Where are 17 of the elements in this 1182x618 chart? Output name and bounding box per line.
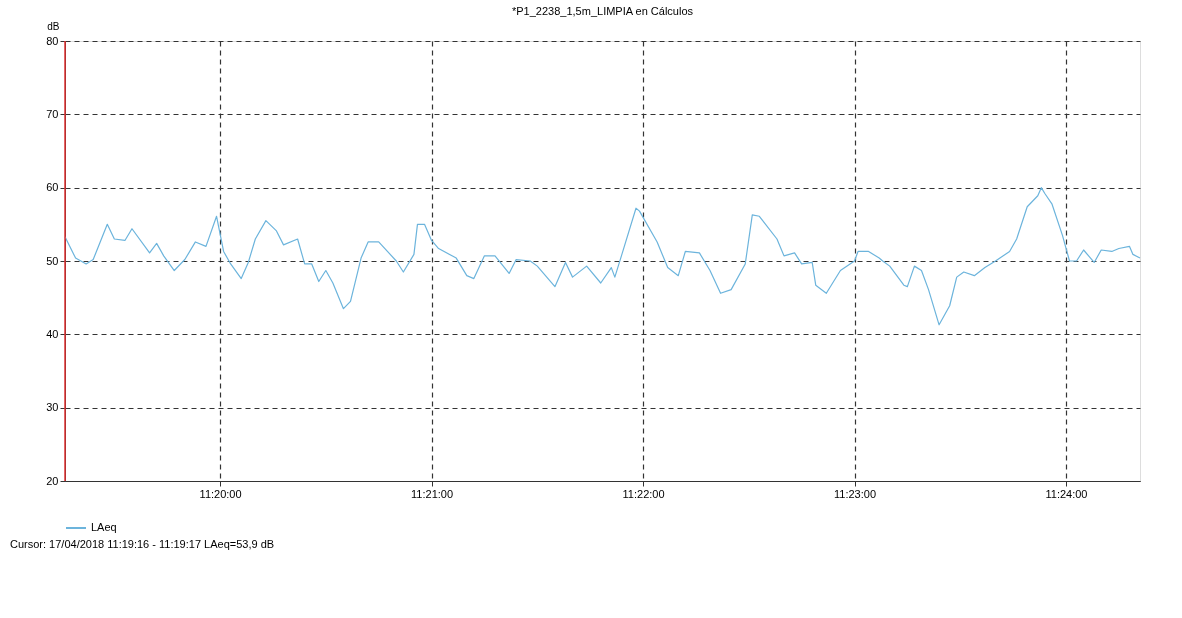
y-tick-label: 80 <box>46 34 59 47</box>
legend-label: LAeq <box>91 521 117 533</box>
x-tick-label: 11:21:00 <box>411 487 454 500</box>
x-tick-label: 11:23:00 <box>834 487 877 500</box>
x-tick-label: 11:22:00 <box>622 487 665 500</box>
y-axis-title: dB <box>47 20 60 32</box>
y-tick-label: 70 <box>46 107 59 120</box>
text: Cursor: 17/04/2018 11:19:16 - 11:19:17 LAeq=53,9 dB <box>10 538 275 550</box>
y-tick-label: 20 <box>46 474 59 487</box>
chart-title: *P1_2238_1,5m_LIMPIA en Cálculos <box>511 5 694 17</box>
line-series <box>64 187 1141 326</box>
y-tick-label: 30 <box>46 401 59 414</box>
y-tick-label: 60 <box>46 181 59 194</box>
x-tick-label: 11:20:00 <box>199 487 242 500</box>
y-tick-label: 40 <box>46 327 59 340</box>
x-tick-label: 11:24:00 <box>1045 487 1088 500</box>
y-tick-label: 50 <box>46 254 59 267</box>
